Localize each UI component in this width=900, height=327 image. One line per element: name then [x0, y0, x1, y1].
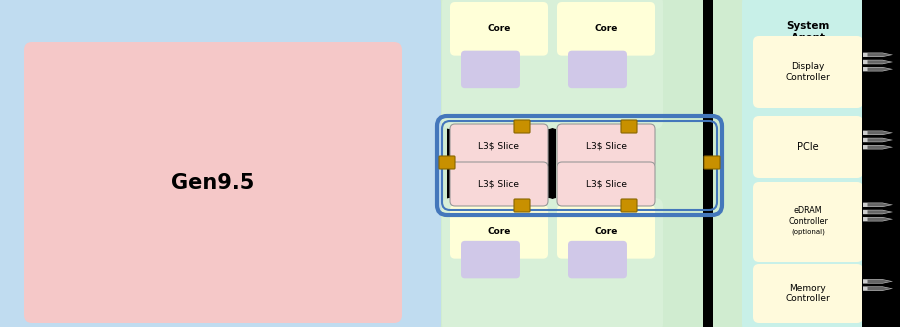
FancyBboxPatch shape	[549, 0, 663, 129]
FancyBboxPatch shape	[621, 120, 637, 133]
Polygon shape	[868, 210, 892, 214]
FancyBboxPatch shape	[24, 42, 402, 323]
FancyBboxPatch shape	[753, 264, 863, 323]
Polygon shape	[868, 131, 892, 134]
FancyBboxPatch shape	[450, 205, 548, 259]
Bar	[550, 0, 556, 327]
Text: L3$ Slice: L3$ Slice	[479, 180, 519, 188]
FancyBboxPatch shape	[557, 162, 655, 206]
Polygon shape	[863, 217, 893, 221]
FancyBboxPatch shape	[450, 124, 548, 168]
Text: PCIe: PCIe	[797, 142, 819, 152]
Text: Core: Core	[487, 24, 510, 33]
Text: (optional): (optional)	[791, 229, 825, 235]
Polygon shape	[868, 60, 892, 64]
FancyBboxPatch shape	[450, 2, 548, 56]
FancyBboxPatch shape	[557, 2, 655, 56]
Text: Gen9.5: Gen9.5	[171, 173, 255, 193]
Polygon shape	[863, 286, 893, 291]
Polygon shape	[868, 53, 892, 57]
FancyBboxPatch shape	[514, 199, 530, 212]
FancyBboxPatch shape	[557, 124, 655, 168]
FancyBboxPatch shape	[753, 182, 863, 262]
Polygon shape	[868, 287, 892, 290]
FancyBboxPatch shape	[742, 0, 874, 327]
Polygon shape	[863, 203, 893, 207]
Text: L3$ Slice: L3$ Slice	[586, 180, 626, 188]
Bar	[713, 0, 743, 327]
Bar	[862, 0, 900, 327]
Polygon shape	[868, 138, 892, 142]
FancyBboxPatch shape	[753, 36, 863, 108]
FancyBboxPatch shape	[753, 116, 863, 178]
Text: Core: Core	[487, 227, 510, 236]
Bar	[447, 0, 453, 327]
Polygon shape	[863, 138, 893, 142]
Polygon shape	[863, 60, 893, 64]
Polygon shape	[863, 130, 893, 135]
Polygon shape	[863, 67, 893, 71]
FancyBboxPatch shape	[442, 198, 556, 327]
Polygon shape	[863, 210, 893, 214]
Text: Core: Core	[594, 24, 617, 33]
Text: Memory
Controller: Memory Controller	[786, 284, 831, 303]
FancyBboxPatch shape	[549, 198, 663, 327]
Polygon shape	[868, 146, 892, 149]
FancyBboxPatch shape	[439, 156, 455, 169]
FancyBboxPatch shape	[568, 51, 627, 88]
Bar	[430, 0, 447, 327]
FancyBboxPatch shape	[450, 162, 548, 206]
FancyBboxPatch shape	[0, 0, 441, 327]
Text: L3$ Slice: L3$ Slice	[586, 142, 626, 150]
FancyBboxPatch shape	[461, 51, 520, 88]
Polygon shape	[863, 279, 893, 284]
Text: eDRAM
Controller: eDRAM Controller	[788, 206, 828, 226]
FancyBboxPatch shape	[557, 205, 655, 259]
Bar	[556, 0, 601, 327]
Bar	[611, 0, 703, 327]
FancyBboxPatch shape	[442, 0, 556, 129]
Polygon shape	[863, 145, 893, 149]
Bar	[748, 0, 754, 327]
FancyBboxPatch shape	[621, 199, 637, 212]
Polygon shape	[863, 53, 893, 57]
Bar	[707, 0, 713, 327]
Text: Core: Core	[594, 227, 617, 236]
Polygon shape	[868, 217, 892, 221]
FancyBboxPatch shape	[514, 120, 530, 133]
Text: System
Agent: System Agent	[787, 21, 830, 43]
Text: L3$ Slice: L3$ Slice	[479, 142, 519, 150]
FancyBboxPatch shape	[568, 241, 627, 278]
Text: Display
Controller: Display Controller	[786, 62, 831, 82]
Bar	[453, 0, 546, 327]
FancyBboxPatch shape	[704, 156, 720, 169]
Bar	[605, 0, 611, 327]
Polygon shape	[868, 67, 892, 71]
Polygon shape	[868, 280, 892, 283]
FancyBboxPatch shape	[461, 241, 520, 278]
Polygon shape	[868, 203, 892, 206]
